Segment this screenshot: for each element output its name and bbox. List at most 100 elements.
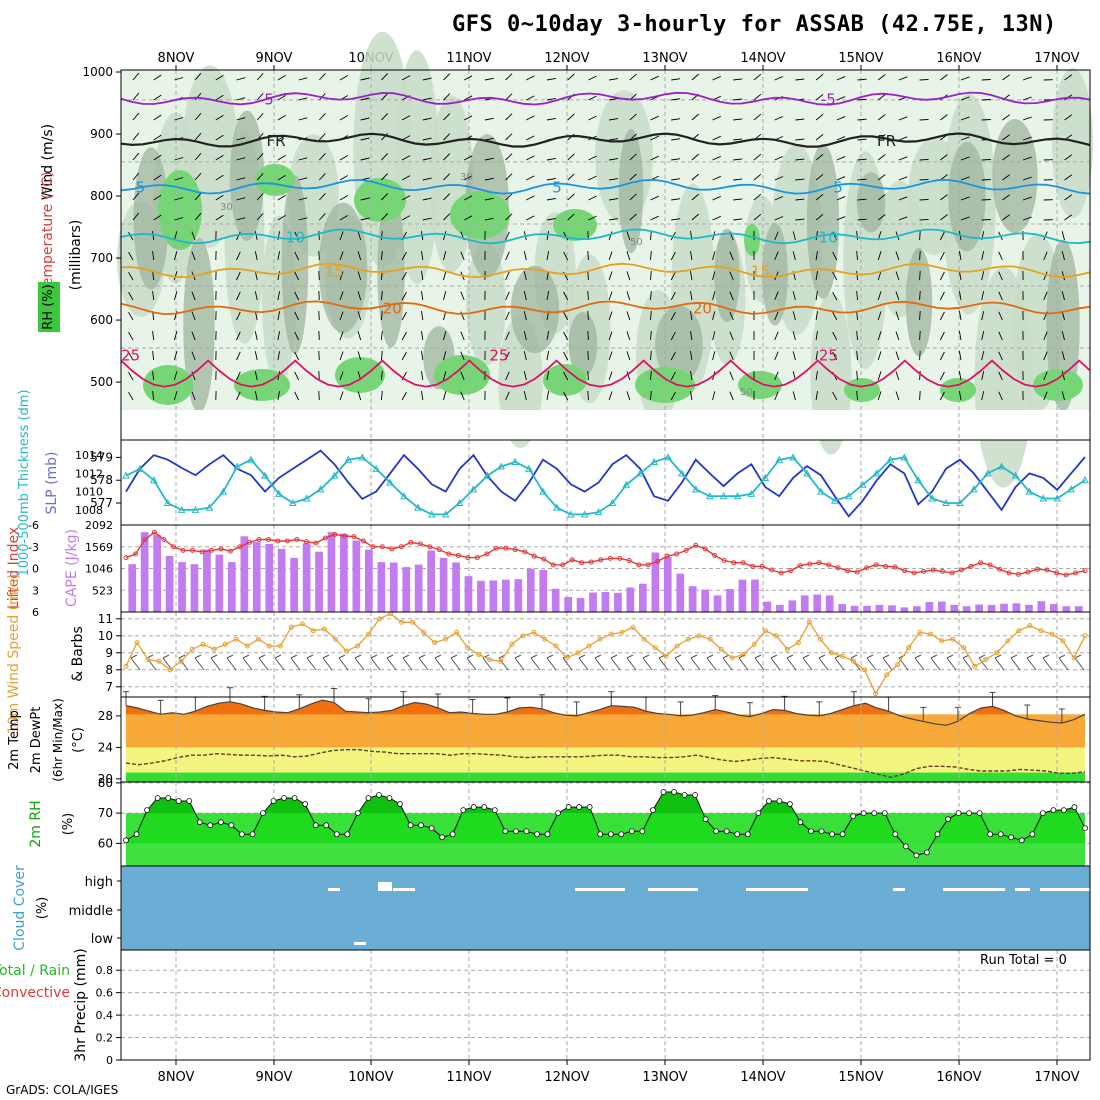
wind-barb xyxy=(422,157,432,161)
wind-barb xyxy=(505,291,510,301)
cape-bar xyxy=(564,597,572,612)
rh-area xyxy=(183,237,215,413)
isotherm-label: 25 xyxy=(121,347,140,365)
isotherm-label: 5 xyxy=(136,179,146,197)
lifted-index-point xyxy=(1044,567,1050,573)
wind-barb xyxy=(463,115,473,121)
rh-contour-label: 50 xyxy=(740,387,753,398)
wind-barb xyxy=(298,97,308,101)
rh-point xyxy=(439,834,446,841)
wind-barb xyxy=(856,350,858,361)
wind-barb xyxy=(567,193,575,201)
axis-title-precip: 3hr Precip (mm) xyxy=(73,948,89,1061)
wind-barb xyxy=(1064,114,1073,121)
thickness-point xyxy=(747,489,756,497)
wind-barb xyxy=(360,97,370,101)
series-line-thickness xyxy=(125,456,1086,516)
wind-barb xyxy=(712,291,716,301)
rh-point xyxy=(860,810,867,817)
axis-title-pressure: (millibars) xyxy=(68,220,84,291)
wind-barb xyxy=(877,331,882,341)
wind-barb xyxy=(380,330,383,341)
rh-point xyxy=(597,831,604,838)
rh-point xyxy=(133,831,140,838)
wind-barb xyxy=(339,75,349,81)
rh-point xyxy=(449,831,456,838)
wind-barb xyxy=(898,76,908,81)
rh-area xyxy=(1051,68,1094,219)
cape-bar xyxy=(1012,603,1021,612)
lifted-index-point xyxy=(170,544,176,550)
wind-barb-10m xyxy=(1026,657,1037,671)
wind-barb xyxy=(795,118,805,121)
wind-barb xyxy=(712,135,721,141)
wind-barb xyxy=(563,371,569,381)
lifted-index-point xyxy=(189,547,195,553)
y-tick-label: 0.6 xyxy=(96,987,114,1000)
wind-speed-point xyxy=(432,640,438,646)
cape-bar xyxy=(688,586,697,612)
rh-area xyxy=(856,172,886,233)
wind-barb xyxy=(1002,154,1010,161)
wind-barb-10m xyxy=(402,657,413,671)
cape-bar xyxy=(140,532,149,612)
wind-barb xyxy=(1002,74,1010,81)
axis-title-2m-rh: 2m RH xyxy=(28,800,44,847)
wind-barb xyxy=(626,371,631,381)
isotherm-line xyxy=(120,262,1091,279)
wind-barb xyxy=(919,350,921,361)
wind-barb-flag xyxy=(402,654,410,659)
wind-barb xyxy=(998,291,1003,301)
cape-bar xyxy=(825,595,834,612)
cape-bar xyxy=(975,604,983,612)
cape-bar xyxy=(327,532,336,612)
wind-barb xyxy=(153,134,162,141)
wind-barb xyxy=(1022,156,1032,161)
wind-barb xyxy=(939,311,945,321)
wind-barb-flag xyxy=(770,654,778,659)
cape-bar xyxy=(726,589,734,612)
thickness-point xyxy=(386,478,394,486)
wind-barb xyxy=(815,153,824,161)
wind-barb xyxy=(815,391,818,401)
rh-point xyxy=(228,822,235,829)
lifted-index-point xyxy=(797,563,803,569)
lifted-index-point xyxy=(446,551,452,557)
wind-barb-10m xyxy=(482,657,493,671)
wind-barb xyxy=(836,196,846,201)
wind-barb xyxy=(526,155,535,161)
wind-barb xyxy=(277,75,286,81)
rh-point xyxy=(418,822,424,829)
wind-barb xyxy=(939,291,945,301)
wind-barb xyxy=(958,371,962,381)
wind-speed-point xyxy=(762,628,768,634)
lifted-index-point xyxy=(275,538,281,544)
rh-area xyxy=(762,222,788,326)
wind-barb xyxy=(877,291,882,301)
rh-point xyxy=(955,810,962,817)
lifted-index-point xyxy=(522,549,528,555)
wind-speed-point xyxy=(443,636,449,642)
li-tick-label: 6 xyxy=(32,606,39,619)
thickness-point xyxy=(261,471,269,479)
wind-barb-flag xyxy=(258,654,266,659)
wind-barb xyxy=(546,291,550,301)
wind-barb xyxy=(277,215,286,221)
wind-speed-point xyxy=(343,648,349,654)
axis-title-convective: Convective xyxy=(0,985,70,1001)
cape-bar xyxy=(738,579,747,612)
rh-point xyxy=(354,810,361,817)
y-tick-label: 11 xyxy=(98,612,113,626)
wind-barb xyxy=(152,251,155,261)
wind-barb xyxy=(381,153,389,161)
wind-speed-point xyxy=(255,636,261,642)
wind-barb xyxy=(1061,231,1065,241)
rh-point xyxy=(787,801,793,807)
wind-barb xyxy=(523,251,527,261)
wind-barb-flag xyxy=(274,654,282,659)
wind-speed-point xyxy=(806,619,812,625)
wind-barb xyxy=(960,156,970,161)
wind-barb xyxy=(546,157,556,161)
lifted-index-point xyxy=(740,560,746,566)
wind-barb xyxy=(256,192,264,201)
